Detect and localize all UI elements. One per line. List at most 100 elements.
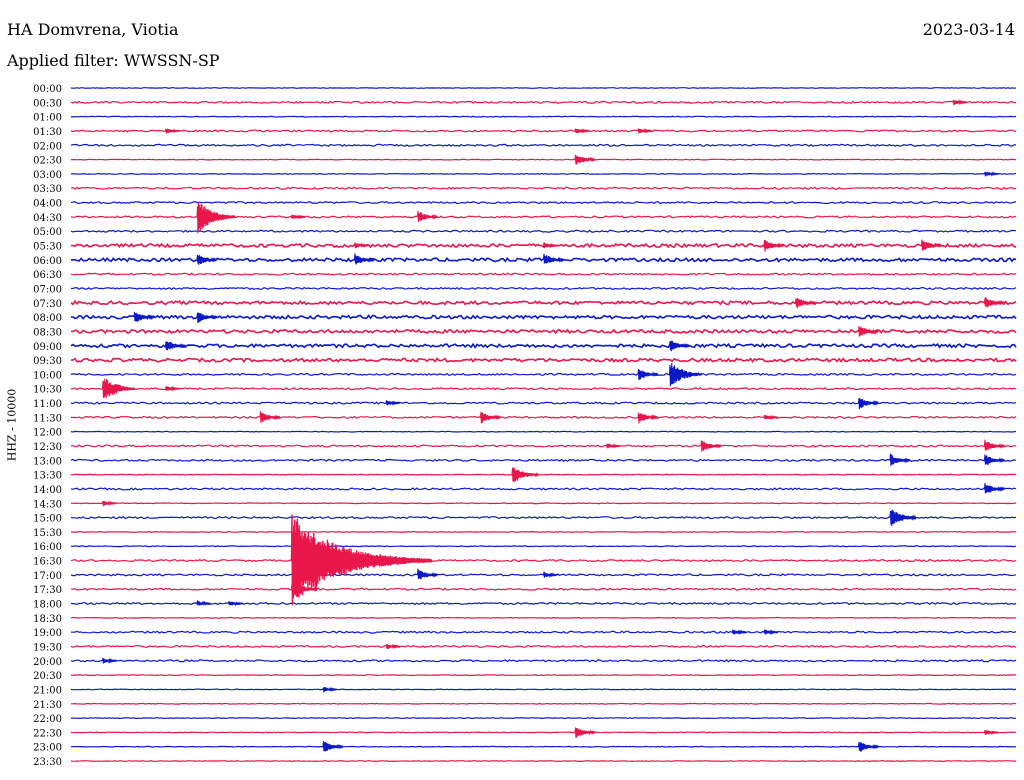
trace-line <box>70 515 1017 520</box>
row-label: 18:00 <box>33 600 62 611</box>
trace-line <box>70 229 1017 233</box>
seismic-event <box>983 729 999 736</box>
row-label: 06:30 <box>33 270 62 281</box>
row-label: 00:00 <box>33 84 62 95</box>
row-labels: 00:00 00:30 01:00 01:30 02:00 02:30 03:00 03:30… <box>33 84 62 768</box>
seismic-event <box>353 242 369 249</box>
seismic-event <box>637 412 659 424</box>
row-label: 04:00 <box>33 199 62 210</box>
trace-line <box>70 186 1017 190</box>
row-label: 23:30 <box>33 757 62 768</box>
row-label: 12:30 <box>33 442 62 453</box>
row-label: 16:00 <box>33 542 62 553</box>
trace-line <box>71 357 1017 363</box>
trace-line <box>70 100 1016 104</box>
seismic-event <box>101 500 117 507</box>
trace-line <box>70 129 1017 133</box>
row-label: 07:00 <box>33 284 62 295</box>
trace-line <box>70 558 1017 563</box>
row-label: 01:30 <box>33 127 62 138</box>
seismic-event <box>983 296 1005 308</box>
seismic-event <box>857 325 879 337</box>
seismic-event <box>196 600 212 607</box>
trace-line <box>70 473 1017 476</box>
row-label: 17:30 <box>33 585 62 596</box>
row-label: 05:30 <box>33 242 62 253</box>
seismic-event <box>794 297 816 309</box>
trace-line <box>70 644 1017 649</box>
row-label: 03:30 <box>33 184 62 195</box>
trace-line <box>70 115 1017 118</box>
row-label: 04:30 <box>33 213 62 224</box>
trace-line <box>70 745 1017 748</box>
trace-line <box>71 502 1017 505</box>
trace-line <box>70 342 1017 349</box>
seismic-event <box>637 368 659 380</box>
trace-line <box>70 601 1017 606</box>
date-label: 2023-03-14 <box>922 20 1015 39</box>
seismic-event <box>227 600 243 607</box>
trace-line <box>71 158 1017 161</box>
row-label: 13:30 <box>33 471 62 482</box>
seismic-event <box>164 341 186 351</box>
seismic-event <box>763 414 779 421</box>
seismic-event <box>889 453 911 466</box>
seismic-event <box>857 398 879 410</box>
row-label: 16:30 <box>33 557 62 568</box>
trace-line <box>70 372 1017 377</box>
seismic-event <box>763 629 779 636</box>
traces <box>70 87 1017 763</box>
trace-line <box>71 702 1017 705</box>
row-label: 09:00 <box>33 342 62 353</box>
seismic-event <box>290 580 319 598</box>
seismic-event <box>385 400 401 406</box>
seismic-event <box>416 568 438 580</box>
trace-line <box>70 587 1017 591</box>
seismic-event <box>290 514 433 606</box>
trace-line <box>70 430 1017 433</box>
trace-line <box>70 444 1017 448</box>
row-label: 11:30 <box>33 413 62 424</box>
seismic-event <box>763 240 785 252</box>
trace-line <box>70 760 1017 763</box>
row-label: 09:30 <box>33 356 62 367</box>
trace-line <box>70 530 1017 533</box>
seismic-event <box>385 643 401 650</box>
trace-line <box>70 172 1017 175</box>
seismic-event <box>668 340 690 352</box>
seismic-event <box>952 99 968 106</box>
row-label: 05:00 <box>33 227 62 238</box>
seismic-event <box>322 686 338 693</box>
row-label: 08:30 <box>33 327 62 338</box>
seismic-event <box>983 439 1005 451</box>
seismic-event <box>101 378 136 399</box>
row-label: 22:00 <box>33 714 62 725</box>
row-label: 14:30 <box>33 499 62 510</box>
trace-line <box>70 688 1017 691</box>
seismic-event <box>983 170 999 177</box>
trace-line <box>70 458 1017 462</box>
row-label: 10:30 <box>33 385 62 396</box>
row-label: 13:00 <box>33 456 62 467</box>
trace-line <box>70 242 1017 249</box>
row-label: 14:00 <box>33 485 62 496</box>
row-label: 03:00 <box>33 170 62 181</box>
seismic-event <box>542 253 564 264</box>
row-label: 08:00 <box>33 313 62 324</box>
trace-line <box>70 415 1017 419</box>
seismic-event <box>889 509 917 527</box>
row-label: 23:00 <box>33 743 62 754</box>
seismic-event <box>196 312 218 324</box>
row-label: 15:00 <box>33 514 62 525</box>
trace-line <box>70 401 1017 405</box>
seismic-event <box>857 741 879 752</box>
row-label: 06:00 <box>33 256 62 267</box>
row-label: 11:00 <box>33 399 62 410</box>
row-label: 12:00 <box>33 428 62 439</box>
trace-line <box>70 87 1017 89</box>
row-label: 20:30 <box>33 671 62 682</box>
seismic-event <box>983 483 1005 494</box>
seismic-event <box>196 254 218 265</box>
trace-line <box>70 143 1017 147</box>
row-label: 15:30 <box>33 528 62 539</box>
